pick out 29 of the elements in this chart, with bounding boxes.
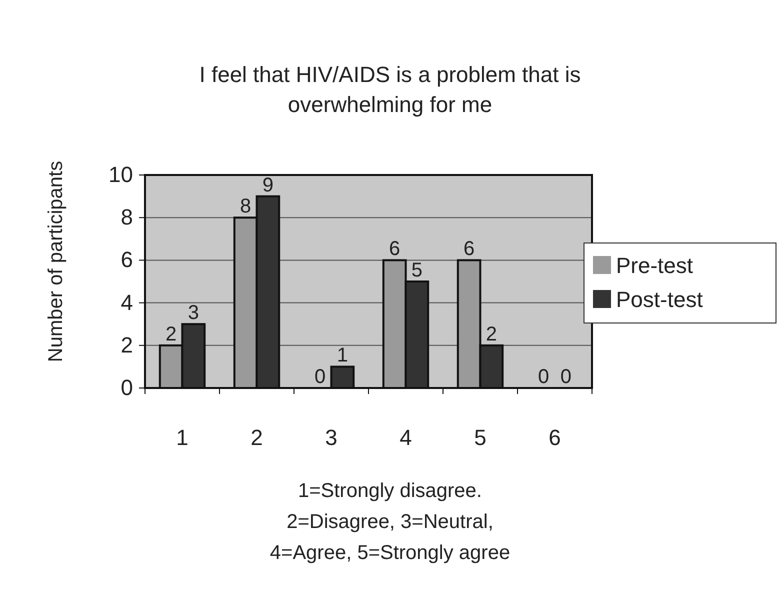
data-label: 2	[166, 323, 177, 346]
data-label: 2	[486, 323, 497, 346]
x-tick-label: 5	[474, 425, 486, 450]
data-label: 6	[389, 238, 400, 260]
data-label: 9	[262, 174, 274, 196]
x-axis-title: 1=Strongly disagree. 2=Disagree, 3=Neutral, 4=Agree, 5=Strongly agree	[270, 480, 510, 564]
data-label: 6	[464, 238, 475, 260]
x-tick-label: 1	[176, 425, 188, 450]
y-tick-label: 10	[108, 162, 133, 187]
x-tick-label: 6	[548, 425, 561, 450]
data-label: 0	[314, 366, 326, 388]
x-tick-label: 2	[250, 425, 263, 450]
y-axis-title: Number of participants	[45, 160, 67, 362]
y-tick-label: 6	[120, 247, 133, 272]
legend-label: Post-test	[616, 287, 703, 312]
data-label: 0	[560, 366, 572, 388]
y-tick-label: 0	[120, 375, 133, 400]
x-tick-label: 3	[325, 425, 338, 450]
data-label: 1	[336, 344, 348, 367]
data-label: 3	[188, 302, 199, 324]
data-label: 0	[538, 366, 550, 388]
y-tick-label: 4	[120, 290, 133, 315]
x-tick-label: 4	[400, 425, 412, 450]
data-label: 5	[411, 260, 422, 282]
y-tick-label: 8	[120, 204, 133, 230]
legend-label: Pre-test	[616, 253, 694, 278]
chart-title: I feel that HIV/AIDS is a problem that is overwhelming for me	[199, 62, 581, 117]
y-tick-label: 2	[120, 332, 133, 358]
data-label: 8	[240, 196, 252, 218]
